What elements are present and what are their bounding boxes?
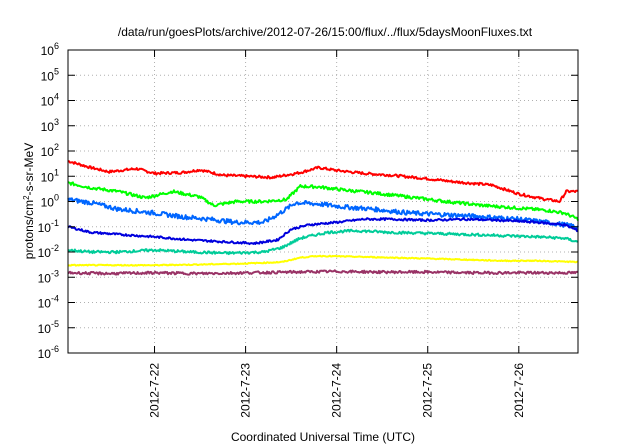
y-tick-label: 10-6 xyxy=(38,344,59,361)
y-tick-label: 10-3 xyxy=(38,268,59,285)
y-tick-base: 10 xyxy=(38,271,52,285)
y-tick-base: 10 xyxy=(38,246,52,260)
y-tick-base: 10 xyxy=(41,44,55,58)
series-line-5 xyxy=(67,228,579,256)
y-tick-label: 105 xyxy=(41,66,59,83)
y-tick-base: 10 xyxy=(41,145,55,159)
y-tick-base: 10 xyxy=(41,170,55,184)
x-tick-label: 2012-7-22 xyxy=(148,363,162,418)
y-tick-exponent: -2 xyxy=(51,243,59,253)
y-tick-label: 101 xyxy=(41,167,59,184)
x-axis: 2012-7-22 2012-7-23 2012-7-24 2012-7-25 2012… xyxy=(148,50,526,418)
y-tick-base: 10 xyxy=(38,322,52,336)
y-tick-label: 106 xyxy=(41,41,59,58)
x-axis-label: Coordinated Universal Time (UTC) xyxy=(231,430,415,444)
y-tick-exponent: 1 xyxy=(54,167,59,177)
series-line-3 xyxy=(67,197,579,230)
y-tick-exponent: 3 xyxy=(54,117,59,127)
y-tick-label: 10-5 xyxy=(38,319,59,336)
y-tick-exponent: 6 xyxy=(54,41,59,51)
x-tick-label: 2012-7-23 xyxy=(239,363,253,418)
series-line-6 xyxy=(67,254,579,267)
y-tick-exponent: 2 xyxy=(54,142,59,152)
y-tick-exponent: 5 xyxy=(54,66,59,76)
y-tick-exponent: -1 xyxy=(51,218,59,228)
series-line-2 xyxy=(67,181,579,221)
x-tick-label: 2012-7-26 xyxy=(512,363,526,418)
y-tick-exponent: 4 xyxy=(54,92,59,102)
y-tick-exponent: 0 xyxy=(54,193,59,203)
y-axis-label-pre: protons/cm xyxy=(22,200,36,259)
chart-title: /data/run/goesPlots/archive/2012-07-26/1… xyxy=(118,25,533,39)
y-tick-label: 10-4 xyxy=(38,294,59,311)
y-tick-base: 10 xyxy=(38,347,52,361)
y-tick-base: 10 xyxy=(38,221,52,235)
y-tick-label: 10-2 xyxy=(38,243,59,260)
y-tick-label: 102 xyxy=(41,142,59,159)
y-tick-label: 104 xyxy=(41,92,59,109)
y-tick-label: 103 xyxy=(41,117,59,134)
y-tick-exponent: -4 xyxy=(51,294,59,304)
y-tick-base: 10 xyxy=(41,95,55,109)
y-axis-label: protons/cm2-s-sr-MeV xyxy=(22,143,36,259)
series-line-4 xyxy=(67,217,579,246)
series-group xyxy=(67,160,579,276)
y-tick-base: 10 xyxy=(41,196,55,210)
x-tick-label: 2012-7-24 xyxy=(330,363,344,418)
y-axis-label-post: -s-sr-MeV xyxy=(22,143,36,196)
y-axis-label-sup: 2 xyxy=(22,195,31,200)
y-tick-label: 10-1 xyxy=(38,218,59,235)
y-axis: 10-610-510-410-310-210-11001011021031041… xyxy=(38,41,578,361)
series-line-7 xyxy=(67,269,579,276)
y-tick-exponent: -5 xyxy=(51,319,59,329)
y-tick-label: 100 xyxy=(41,193,59,210)
y-tick-base: 10 xyxy=(38,297,52,311)
y-tick-exponent: -6 xyxy=(51,344,59,354)
y-tick-exponent: -3 xyxy=(51,268,59,278)
y-tick-base: 10 xyxy=(41,120,55,134)
series-line-1 xyxy=(67,160,579,204)
y-tick-base: 10 xyxy=(41,69,55,83)
x-tick-label: 2012-7-25 xyxy=(421,363,435,418)
